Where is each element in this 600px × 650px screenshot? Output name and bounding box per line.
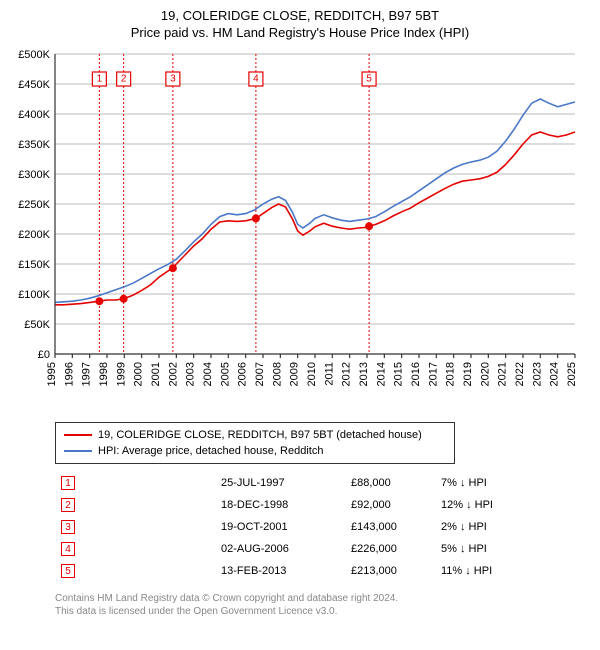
- svg-text:1996: 1996: [63, 362, 75, 386]
- svg-text:2017: 2017: [427, 362, 439, 386]
- svg-text:2025: 2025: [566, 362, 578, 386]
- svg-text:2014: 2014: [375, 362, 387, 386]
- legend-label: HPI: Average price, detached house, Redd…: [98, 443, 323, 459]
- svg-text:1997: 1997: [81, 362, 93, 386]
- svg-text:2005: 2005: [219, 362, 231, 386]
- svg-text:5: 5: [366, 74, 372, 85]
- svg-text:2006: 2006: [237, 362, 249, 386]
- transaction-price: £143,000: [345, 516, 435, 538]
- svg-text:2013: 2013: [358, 362, 370, 386]
- transaction-marker: 1: [61, 476, 75, 490]
- svg-text:1: 1: [97, 74, 103, 85]
- svg-text:2023: 2023: [531, 362, 543, 386]
- attribution-footer: Contains HM Land Registry data © Crown c…: [55, 592, 590, 618]
- svg-text:2022: 2022: [514, 362, 526, 386]
- svg-text:£0: £0: [38, 349, 50, 361]
- chart-title-block: 19, COLERIDGE CLOSE, REDDITCH, B97 5BT P…: [10, 8, 590, 40]
- legend-row: HPI: Average price, detached house, Redd…: [64, 443, 446, 459]
- svg-text:1998: 1998: [98, 362, 110, 386]
- legend-swatch: [64, 450, 92, 452]
- svg-text:1999: 1999: [115, 362, 127, 386]
- transaction-price: £88,000: [345, 472, 435, 494]
- svg-text:2008: 2008: [271, 362, 283, 386]
- svg-text:2003: 2003: [185, 362, 197, 386]
- svg-text:2010: 2010: [306, 362, 318, 386]
- chart-area: £0 £50K £100K £150K £200K £250K £300K £350K £400…: [10, 46, 590, 416]
- chart-title-line1: 19, COLERIDGE CLOSE, REDDITCH, B97 5BT: [10, 8, 590, 23]
- svg-text:£50K: £50K: [24, 319, 50, 331]
- transaction-date: 13-FEB-2013: [215, 560, 345, 582]
- transaction-row: 1 25-JUL-1997£88,0007% ↓ HPI: [55, 472, 545, 494]
- transaction-price: £226,000: [345, 538, 435, 560]
- transaction-marker: 4: [61, 542, 75, 556]
- price-chart-svg: £0 £50K £100K £150K £200K £250K £300K £350K £400…: [10, 46, 590, 416]
- svg-text:£250K: £250K: [18, 199, 50, 211]
- svg-text:2020: 2020: [479, 362, 491, 386]
- svg-text:2009: 2009: [289, 362, 301, 386]
- svg-text:£150K: £150K: [18, 259, 50, 271]
- transaction-date: 19-OCT-2001: [215, 516, 345, 538]
- transaction-marker: 5: [61, 564, 75, 578]
- transactions-table: 125-JUL-1997£88,0007% ↓ HPI218-DEC-1998£…: [55, 472, 545, 582]
- svg-text:2024: 2024: [549, 362, 561, 386]
- transaction-price: £213,000: [345, 560, 435, 582]
- svg-text:£100K: £100K: [18, 289, 50, 301]
- svg-text:2007: 2007: [254, 362, 266, 386]
- transaction-marker: 3: [61, 520, 75, 534]
- svg-text:£300K: £300K: [18, 169, 50, 181]
- svg-text:4: 4: [253, 74, 259, 85]
- transaction-date: 02-AUG-2006: [215, 538, 345, 560]
- svg-text:2021: 2021: [497, 362, 509, 386]
- chart-title-line2: Price paid vs. HM Land Registry's House …: [10, 25, 590, 40]
- svg-text:2: 2: [121, 74, 127, 85]
- svg-text:2019: 2019: [462, 362, 474, 386]
- legend-swatch: [64, 434, 92, 436]
- svg-text:£200K: £200K: [18, 229, 50, 241]
- svg-text:1995: 1995: [46, 362, 58, 386]
- svg-text:2002: 2002: [167, 362, 179, 386]
- transaction-delta: 7% ↓ HPI: [435, 472, 545, 494]
- svg-text:2018: 2018: [445, 362, 457, 386]
- transaction-delta: 5% ↓ HPI: [435, 538, 545, 560]
- page-root: 19, COLERIDGE CLOSE, REDDITCH, B97 5BT P…: [0, 0, 600, 650]
- svg-text:2000: 2000: [133, 362, 145, 386]
- transaction-row: 4 02-AUG-2006£226,0005% ↓ HPI: [55, 538, 545, 560]
- footer-line1: Contains HM Land Registry data © Crown c…: [55, 592, 590, 605]
- svg-text:2015: 2015: [393, 362, 405, 386]
- transaction-date: 18-DEC-1998: [215, 494, 345, 516]
- svg-text:2004: 2004: [202, 362, 214, 386]
- transaction-price: £92,000: [345, 494, 435, 516]
- transaction-delta: 2% ↓ HPI: [435, 516, 545, 538]
- svg-text:2012: 2012: [341, 362, 353, 386]
- svg-text:2011: 2011: [323, 362, 335, 386]
- svg-text:£400K: £400K: [18, 109, 50, 121]
- transaction-row: 5 13-FEB-2013£213,00011% ↓ HPI: [55, 560, 545, 582]
- transaction-marker: 2: [61, 498, 75, 512]
- footer-line2: This data is licensed under the Open Gov…: [55, 605, 590, 618]
- transaction-row: 2 18-DEC-1998£92,00012% ↓ HPI: [55, 494, 545, 516]
- svg-text:£500K: £500K: [18, 49, 50, 61]
- svg-text:£450K: £450K: [18, 79, 50, 91]
- svg-text:£350K: £350K: [18, 139, 50, 151]
- svg-text:2001: 2001: [150, 362, 162, 386]
- legend: 19, COLERIDGE CLOSE, REDDITCH, B97 5BT (…: [55, 422, 455, 464]
- svg-text:2016: 2016: [410, 362, 422, 386]
- transaction-date: 25-JUL-1997: [215, 472, 345, 494]
- transaction-delta: 12% ↓ HPI: [435, 494, 545, 516]
- transaction-delta: 11% ↓ HPI: [435, 560, 545, 582]
- legend-label: 19, COLERIDGE CLOSE, REDDITCH, B97 5BT (…: [98, 427, 422, 443]
- transaction-row: 3 19-OCT-2001£143,0002% ↓ HPI: [55, 516, 545, 538]
- legend-row: 19, COLERIDGE CLOSE, REDDITCH, B97 5BT (…: [64, 427, 446, 443]
- svg-text:3: 3: [170, 74, 176, 85]
